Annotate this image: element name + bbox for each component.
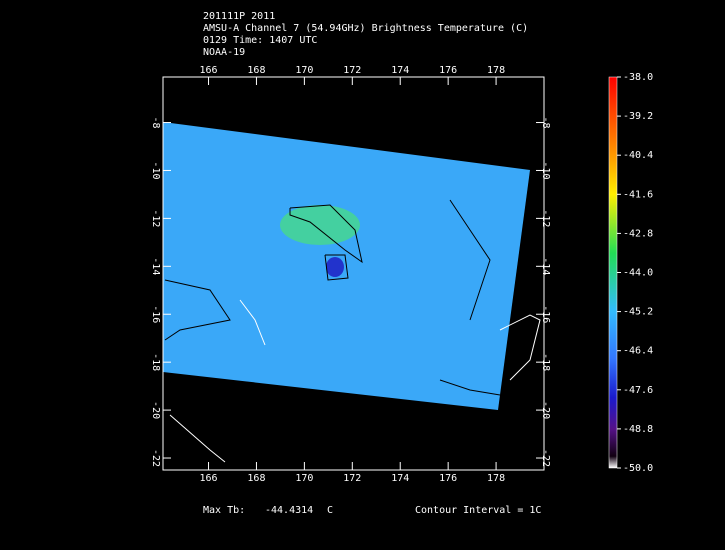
lon-label-top: 176 [439, 65, 457, 76]
lat-label-left: -14 [150, 257, 161, 275]
lat-label-left: -8 [150, 117, 161, 129]
colorbar-label: -48.8 [623, 424, 653, 435]
lon-label-top: 166 [199, 65, 217, 76]
colorbar-label: -44.0 [623, 268, 653, 279]
lat-label-left: -16 [150, 305, 161, 323]
header-line: NOAA-19 [203, 47, 245, 58]
lat-label-right: -22 [540, 449, 551, 467]
lon-label-bottom: 174 [391, 473, 409, 484]
map-frame [162, 76, 545, 471]
lat-label-right: -18 [540, 353, 551, 371]
warm-patch [280, 205, 360, 245]
header-line: AMSU-A Channel 7 (54.94GHz) Brightness T… [203, 23, 528, 34]
colorbar-label: -39.2 [623, 111, 653, 122]
unit: C [327, 505, 333, 516]
colorbar-label: -38.0 [623, 72, 653, 83]
lon-label-top: 174 [391, 65, 409, 76]
max-value: -44.4314 [265, 505, 313, 516]
lat-label-left: -12 [150, 209, 161, 227]
axes: 166 166 168 168 170 170 172 172 174 174 176 176 178 1… [150, 65, 653, 484]
lon-label-top: 168 [247, 65, 265, 76]
colorbar-label: -40.4 [623, 150, 653, 161]
contour-interval: Contour Interval = 1C [415, 505, 541, 516]
lon-label-bottom: 166 [199, 473, 217, 484]
header-line: 201111P 2011 [203, 11, 275, 22]
colorbar-label: -46.4 [623, 346, 653, 357]
lon-label-bottom: 170 [295, 473, 313, 484]
colorbar-label: -42.8 [623, 228, 653, 239]
contour [449, 199, 491, 321]
lat-label-left: -10 [150, 161, 161, 179]
coastline [239, 299, 266, 346]
colorbar-label: -41.6 [623, 189, 653, 200]
contour [289, 204, 363, 264]
lat-label-right: -12 [540, 209, 551, 227]
colorbar-label: -47.6 [623, 385, 653, 396]
lon-label-bottom: 176 [439, 473, 457, 484]
coastline [169, 414, 226, 463]
lat-label-right: -8 [540, 117, 551, 129]
contour [164, 279, 231, 341]
lat-label-right: -10 [540, 161, 551, 179]
colorbar-label: -50.0 [623, 463, 653, 474]
lon-label-bottom: 168 [247, 473, 265, 484]
header-line: 0129 Time: 1407 UTC [203, 35, 317, 46]
lat-label-left: -20 [150, 401, 161, 419]
lon-label-top: 178 [487, 65, 505, 76]
contour [324, 254, 349, 281]
lon-label-top: 170 [295, 65, 313, 76]
coastline [499, 314, 541, 381]
lat-label-right: -20 [540, 401, 551, 419]
lon-label-bottom: 178 [487, 473, 505, 484]
lat-label-left: -22 [150, 449, 161, 467]
lat-label-right: -14 [540, 257, 551, 275]
colorbar [608, 76, 618, 469]
contour [439, 379, 501, 396]
lon-label-bottom: 172 [343, 473, 361, 484]
colorbar-label: -45.2 [623, 307, 653, 318]
max-label: Max Tb: [203, 505, 245, 516]
lat-label-left: -18 [150, 353, 161, 371]
lat-label-right: -16 [540, 305, 551, 323]
lon-label-top: 172 [343, 65, 361, 76]
cold-spot [326, 257, 344, 277]
